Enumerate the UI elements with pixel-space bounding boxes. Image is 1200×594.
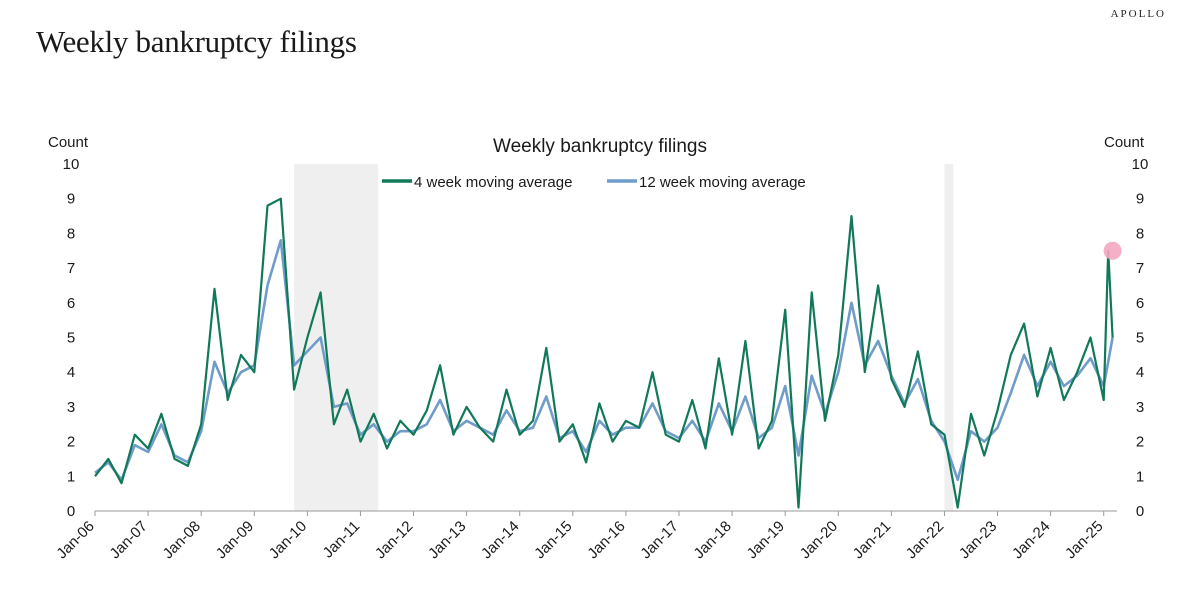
y-axis-left: 0 1 2 3 4 5 6 7 8 9 10 — [63, 156, 80, 520]
x-tick-label-Jan-10: Jan-10 — [266, 518, 310, 562]
y-tick-left-4: 4 — [67, 364, 75, 381]
x-tick-label-Jan-16: Jan-16 — [584, 518, 628, 562]
x-axis: Jan-06 Jan-07 Jan-08 Jan-09 Jan-10 Jan-11 Jan-… — [53, 510, 1117, 562]
x-tick-label-Jan-07: Jan-07 — [106, 518, 150, 562]
x-tick-label-Jan-20: Jan-20 — [797, 518, 841, 562]
y-tick-right-9: 9 — [1136, 191, 1144, 208]
y-tick-right-7: 7 — [1136, 260, 1144, 277]
legend-label-12wk: 12 week moving average — [639, 174, 806, 191]
x-tick-label-Jan-21: Jan-21 — [850, 518, 894, 562]
legend-label-4wk: 4 week moving average — [414, 174, 572, 191]
y-tick-left-1: 1 — [67, 468, 75, 485]
y-axis-right: 0 1 2 3 4 5 6 7 8 9 10 — [1132, 156, 1149, 520]
x-tick-label-Jan-14: Jan-14 — [478, 518, 522, 562]
series-layer — [94, 197, 1114, 509]
y-tick-left-7: 7 — [67, 260, 75, 277]
series-line-0 — [94, 197, 1114, 509]
y-tick-right-0: 0 — [1136, 503, 1144, 520]
x-tick-label-Jan-15: Jan-15 — [531, 518, 575, 562]
recession-shading-layer — [294, 164, 954, 511]
x-tick-label-Jan-23: Jan-23 — [956, 518, 1000, 562]
recession-band-1 — [944, 164, 954, 511]
series-line-1 — [94, 239, 1114, 482]
legend: 4 week moving average 12 week moving ave… — [382, 174, 806, 191]
x-tick-label-Jan-17: Jan-17 — [637, 518, 681, 562]
x-tick-label-Jan-24: Jan-24 — [1009, 518, 1053, 562]
y-axis-left-title: Count — [48, 134, 89, 151]
highlight-marker — [1103, 241, 1122, 260]
y-tick-right-5: 5 — [1136, 330, 1144, 347]
brand-logo: APOLLO — [1110, 8, 1166, 20]
y-tick-right-10: 10 — [1132, 156, 1149, 173]
y-tick-left-0: 0 — [67, 503, 75, 520]
x-tick-label-Jan-09: Jan-09 — [213, 518, 257, 562]
x-tick-label-Jan-08: Jan-08 — [160, 518, 204, 562]
y-tick-right-6: 6 — [1136, 295, 1144, 312]
x-tick-label-Jan-11: Jan-11 — [320, 518, 364, 562]
y-tick-right-2: 2 — [1136, 434, 1144, 451]
x-tick-label-Jan-13: Jan-13 — [425, 518, 469, 562]
x-tick-label-Jan-19: Jan-19 — [744, 518, 788, 562]
y-tick-left-2: 2 — [67, 434, 75, 451]
page-title: Weekly bankruptcy filings — [36, 24, 357, 59]
y-tick-right-1: 1 — [1136, 468, 1144, 485]
x-tick-label-Jan-12: Jan-12 — [372, 518, 416, 562]
y-tick-left-5: 5 — [67, 330, 75, 347]
y-axis-right-title: Count — [1104, 134, 1145, 151]
x-tick-label-Jan-25: Jan-25 — [1062, 518, 1106, 562]
y-tick-left-6: 6 — [67, 295, 75, 312]
y-tick-right-4: 4 — [1136, 364, 1144, 381]
x-tick-label-Jan-22: Jan-22 — [903, 518, 947, 562]
y-tick-right-8: 8 — [1136, 225, 1144, 242]
y-tick-left-3: 3 — [67, 399, 75, 416]
y-tick-left-9: 9 — [67, 191, 75, 208]
y-tick-right-3: 3 — [1136, 399, 1144, 416]
highlight-layer — [1103, 241, 1122, 260]
x-tick-label-Jan-18: Jan-18 — [690, 518, 734, 562]
x-tick-label-Jan-06: Jan-06 — [53, 518, 97, 562]
y-tick-left-8: 8 — [67, 225, 75, 242]
chart-title: Weekly bankruptcy filings — [493, 136, 707, 157]
y-tick-left-10: 10 — [63, 156, 80, 173]
